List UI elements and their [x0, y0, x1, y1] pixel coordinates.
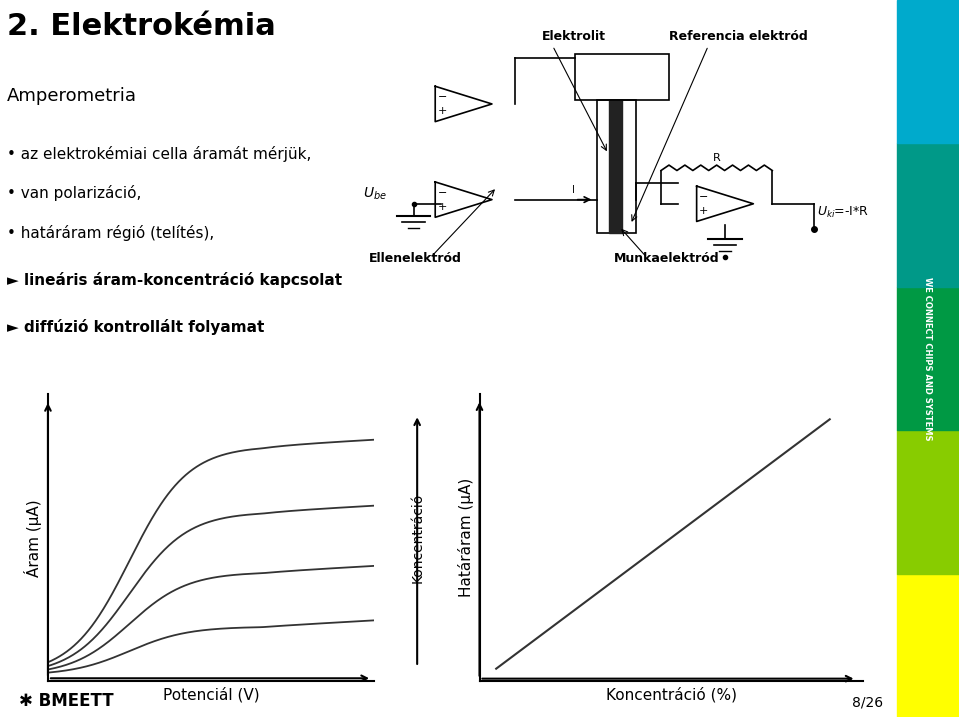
- Bar: [897, 0, 959, 143]
- Text: $U_{ki}$=-I*R: $U_{ki}$=-I*R: [817, 205, 869, 220]
- Text: Ellenelektród: Ellenelektród: [369, 252, 462, 265]
- Text: −: −: [437, 188, 447, 198]
- Text: −: −: [437, 92, 447, 102]
- Text: +: +: [437, 106, 447, 116]
- Text: • van polarizáció,: • van polarizáció,: [8, 185, 142, 201]
- Text: Elektrolit: Elektrolit: [542, 29, 605, 42]
- Text: Amperometria: Amperometria: [8, 87, 137, 105]
- Text: $U_{be}$: $U_{be}$: [363, 186, 387, 202]
- Y-axis label: Határáram (μA): Határáram (μA): [458, 478, 474, 597]
- Bar: [897, 287, 959, 430]
- Text: • az elektrokémiai cella áramát mérjük,: • az elektrokémiai cella áramát mérjük,: [8, 146, 312, 162]
- Bar: [597, 100, 636, 233]
- X-axis label: Potenciál (V): Potenciál (V): [163, 687, 259, 702]
- Text: Koncentráció: Koncentráció: [410, 493, 424, 583]
- Text: Referencia elektród: Referencia elektród: [669, 29, 808, 42]
- Text: 2. Elektrokémia: 2. Elektrokémia: [8, 12, 276, 41]
- Text: 8/26: 8/26: [853, 695, 883, 710]
- Text: • határáram régió (telítés),: • határáram régió (telítés),: [8, 225, 215, 241]
- Text: +: +: [437, 201, 447, 212]
- Bar: [897, 430, 959, 574]
- Text: ✱ BMEETT: ✱ BMEETT: [19, 692, 114, 710]
- Text: ► lineáris áram-koncentráció kapcsolat: ► lineáris áram-koncentráció kapcsolat: [8, 272, 342, 288]
- Text: −: −: [699, 191, 709, 201]
- Bar: [609, 100, 621, 233]
- Text: WE CONNECT CHIPS AND SYSTEMS: WE CONNECT CHIPS AND SYSTEMS: [924, 277, 932, 440]
- Text: R: R: [713, 153, 720, 163]
- Text: ► diffúzió kontrollált folyamat: ► diffúzió kontrollált folyamat: [8, 320, 265, 336]
- Text: I: I: [572, 186, 574, 195]
- Y-axis label: Áram (μA): Áram (μA): [24, 499, 42, 576]
- Text: Munkaelektród: Munkaelektród: [614, 252, 719, 265]
- Bar: [574, 54, 669, 100]
- X-axis label: Koncentráció (%): Koncentráció (%): [606, 687, 737, 702]
- Text: +: +: [699, 206, 709, 216]
- Bar: [897, 574, 959, 717]
- Bar: [897, 143, 959, 287]
